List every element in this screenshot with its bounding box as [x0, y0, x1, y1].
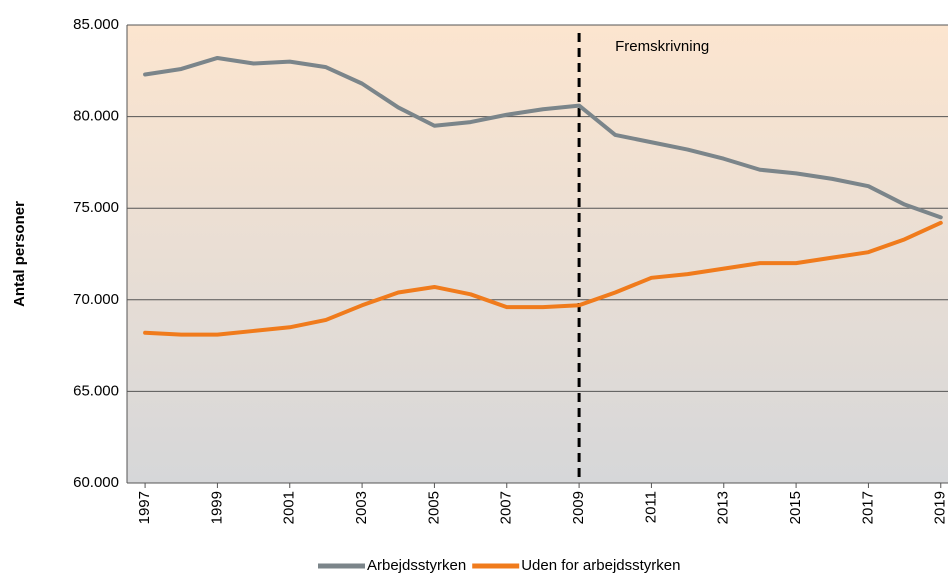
y-tick-label: 65.000 [73, 382, 119, 399]
y-tick-label: 75.000 [73, 199, 119, 216]
y-tick-label: 60.000 [73, 474, 119, 491]
series-line [143, 55, 943, 220]
x-tick-label: 1997 [136, 491, 153, 524]
x-tick-label: 2015 [787, 491, 804, 524]
x-tick-label: 2005 [425, 491, 442, 524]
x-tick-label: 2001 [281, 491, 298, 524]
series-line [143, 220, 943, 337]
x-tick-label: 2019 [932, 491, 949, 524]
x-tick-label: 2003 [353, 491, 370, 524]
x-tick-label: 2013 [715, 491, 732, 524]
x-tick-label: 2007 [498, 491, 515, 524]
y-tick-label: 80.000 [73, 108, 119, 125]
x-tick-label: 2009 [570, 491, 587, 524]
y-tick-label: 70.000 [73, 291, 119, 308]
x-tick-label: 2011 [642, 491, 659, 523]
annotation: Fremskrivning [615, 38, 709, 55]
legend-label: Uden for arbejdsstyrken [521, 557, 680, 574]
y-axis-title: Antal personer [11, 201, 28, 307]
x-tick-label: 1999 [208, 491, 225, 524]
y-tick-label: 85.000 [73, 16, 119, 33]
x-tick-label: 2017 [859, 491, 876, 524]
legend-label: Arbejdsstyrken [367, 557, 466, 574]
plot-background [127, 25, 948, 483]
